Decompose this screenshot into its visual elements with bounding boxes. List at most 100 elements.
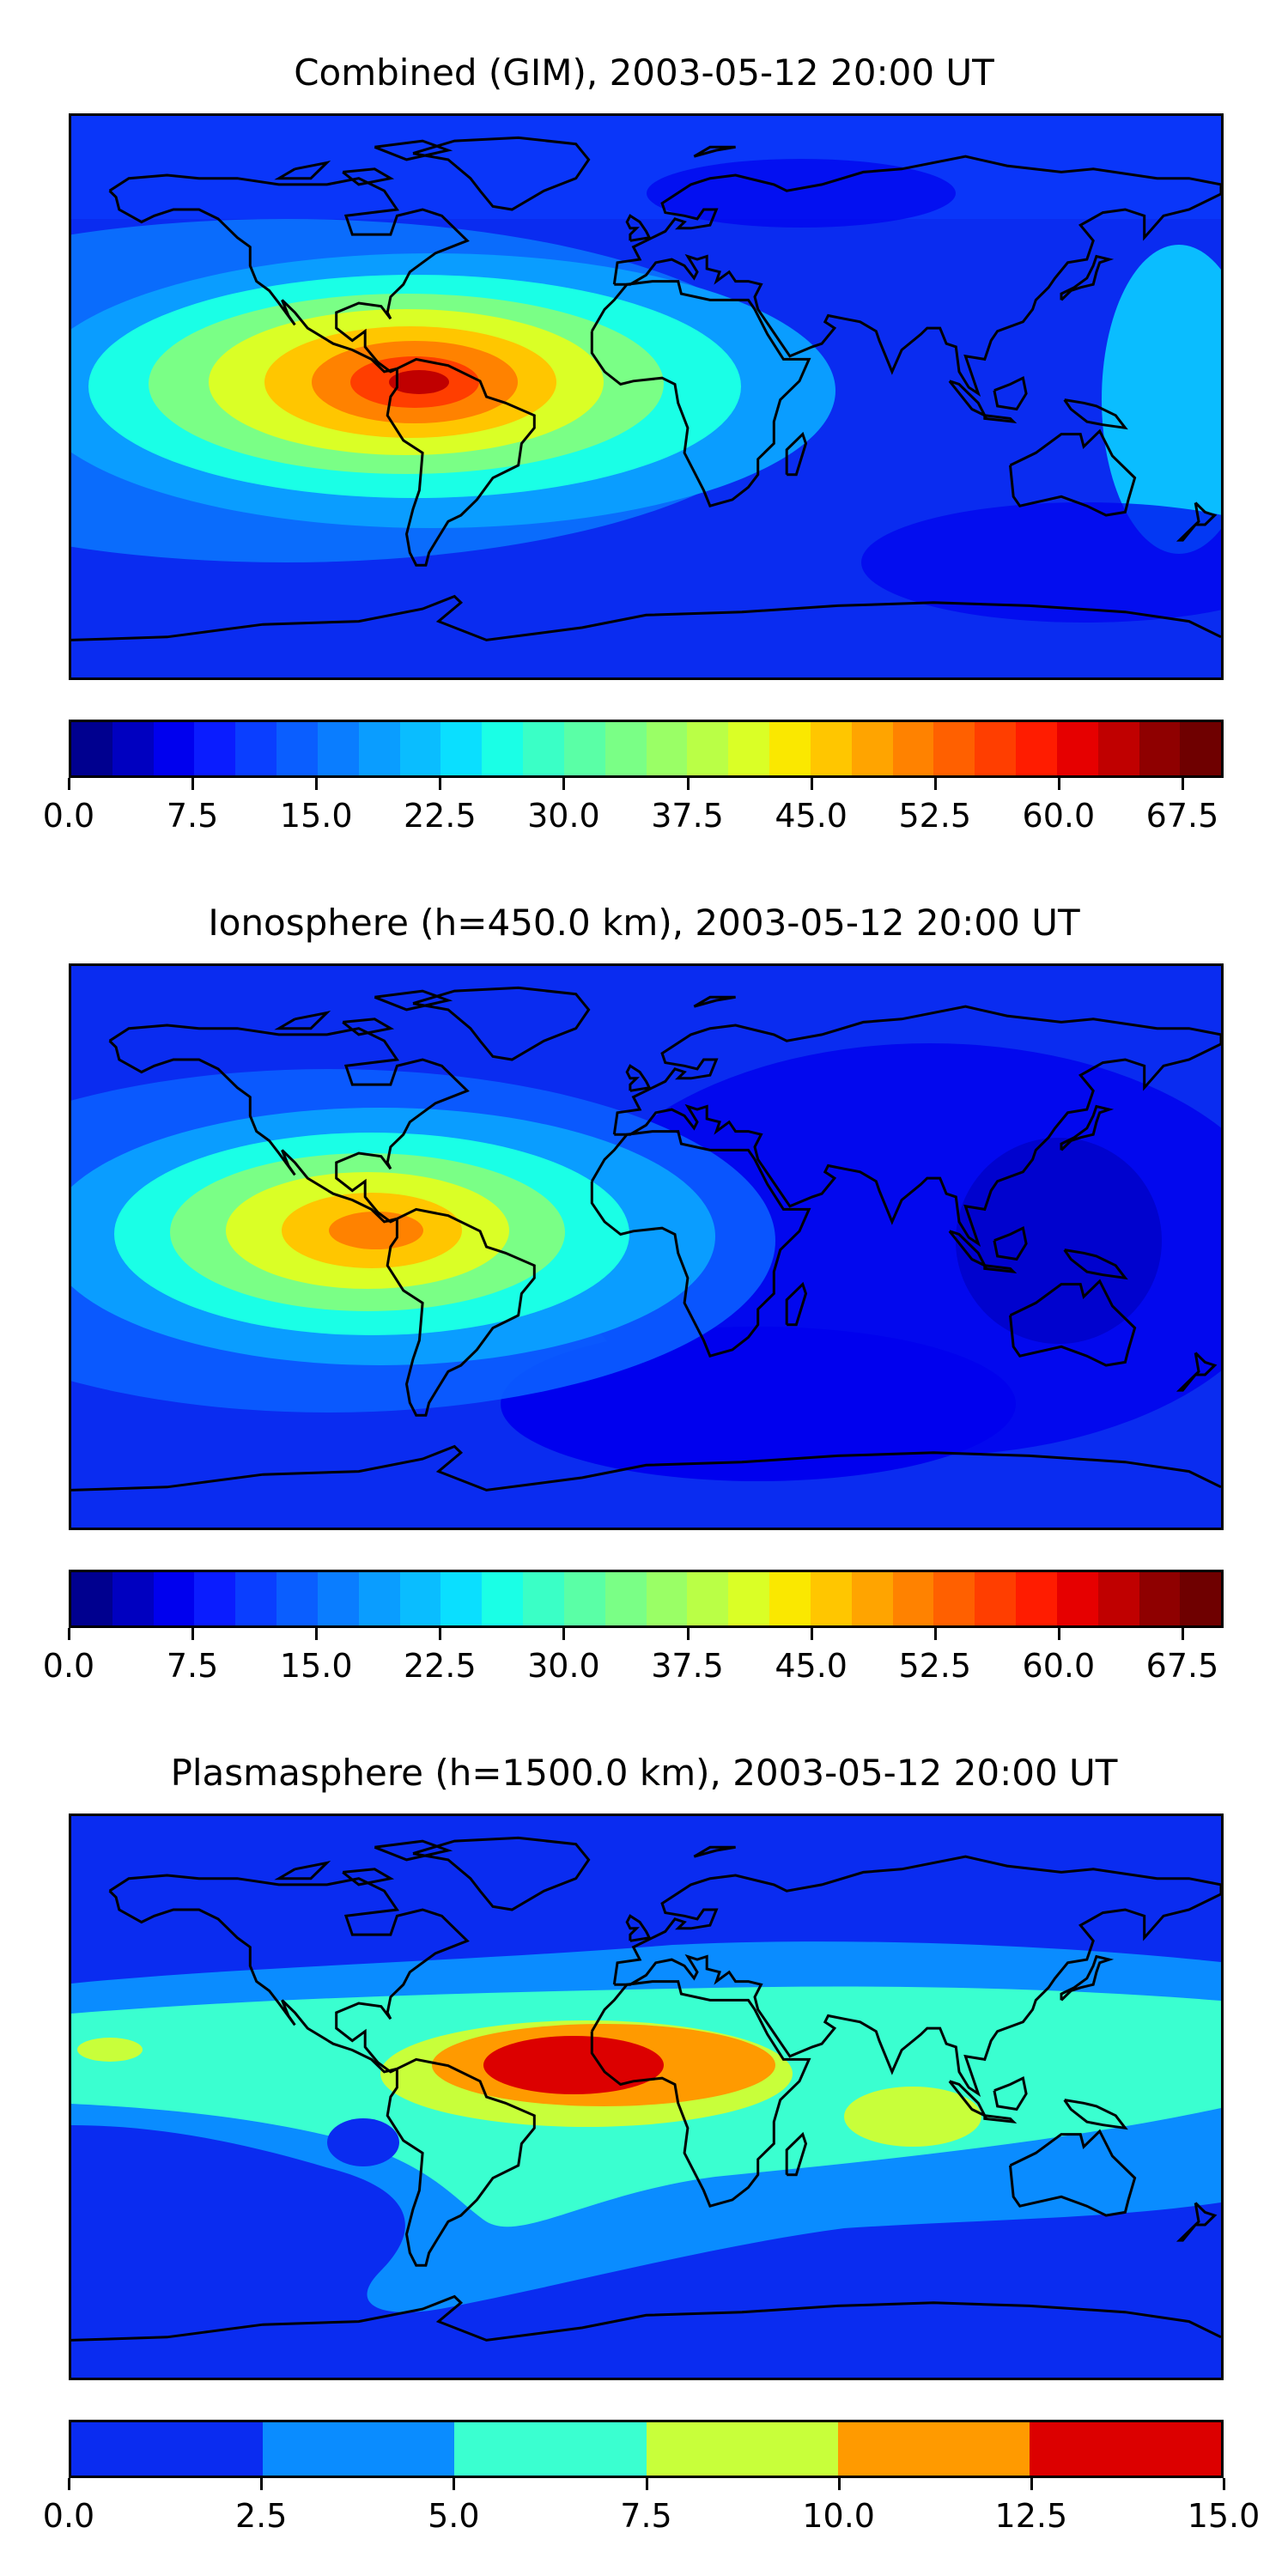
colorbar-segment bbox=[851, 722, 893, 775]
colorbar-segment bbox=[440, 1572, 483, 1625]
colorbar-segment bbox=[1029, 2422, 1222, 2476]
colorbar-segment bbox=[810, 722, 852, 775]
colorbar-tick-label: 45.0 bbox=[775, 797, 848, 835]
plasmasphere-colorbar bbox=[69, 2420, 1224, 2478]
colorbar-segment bbox=[1016, 1572, 1057, 1625]
coastline bbox=[1176, 501, 1218, 542]
coastline bbox=[993, 2075, 1028, 2111]
coastline bbox=[342, 1868, 395, 1886]
colorbar-segment bbox=[810, 1572, 852, 1625]
coastline bbox=[1060, 1104, 1115, 1151]
coastline bbox=[1060, 1954, 1115, 2002]
colorbar-tick-label: 0.0 bbox=[42, 2497, 95, 2535]
colorbar-tick-label: 30.0 bbox=[527, 797, 600, 835]
colorbar-segment bbox=[358, 722, 400, 775]
coastline bbox=[108, 1024, 470, 1224]
colorbar-segment bbox=[358, 1572, 400, 1625]
coastline bbox=[948, 2080, 988, 2119]
colorbar-segment bbox=[235, 722, 277, 775]
coastline bbox=[71, 594, 1221, 641]
coastline bbox=[785, 1281, 808, 1327]
coastline bbox=[590, 280, 811, 508]
colorbar-segment bbox=[605, 1572, 647, 1625]
colorbar-tick-label: 7.5 bbox=[620, 2497, 672, 2535]
coastline bbox=[1063, 398, 1128, 430]
colorbar-segment bbox=[1139, 722, 1181, 775]
ionosphere-colorbar bbox=[69, 1570, 1224, 1628]
coastline bbox=[71, 2294, 1221, 2342]
colorbar-tick bbox=[686, 778, 690, 790]
coastline bbox=[274, 161, 331, 180]
combined-colorbar bbox=[69, 720, 1224, 778]
colorbar-tick-label: 15.0 bbox=[1187, 2497, 1261, 2535]
colorbar-tick-label: 10.0 bbox=[802, 2497, 875, 2535]
colorbar-tick-label: 22.5 bbox=[404, 1647, 477, 1685]
colorbar-segment bbox=[1180, 722, 1222, 775]
colorbar-segment bbox=[563, 1572, 605, 1625]
colorbar-segment bbox=[440, 722, 483, 775]
colorbar-tick-label: 12.5 bbox=[994, 2497, 1068, 2535]
colorbar-tick bbox=[1181, 1628, 1184, 1640]
coastline bbox=[342, 167, 395, 186]
colorbar-segment bbox=[728, 722, 770, 775]
colorbar-tick bbox=[1057, 1628, 1060, 1640]
plasmasphere-map-title: Plasmasphere (h=1500.0 km), 2003-05-12 2… bbox=[170, 1752, 1118, 1794]
colorbar-segment bbox=[1016, 722, 1057, 775]
colorbar-tick bbox=[810, 1628, 813, 1640]
coastline bbox=[1063, 2099, 1128, 2130]
combined-tec-map-svg bbox=[71, 116, 1221, 677]
coastline bbox=[612, 155, 1221, 398]
colorbar-tick bbox=[933, 1628, 937, 1640]
colorbar-tick-label: 7.5 bbox=[166, 1647, 219, 1685]
colorbar-segment bbox=[769, 722, 811, 775]
colorbar-segment bbox=[235, 1572, 277, 1625]
ionosphere-tec-map bbox=[69, 963, 1224, 1530]
colorbar-tick-label: 60.0 bbox=[1022, 1647, 1096, 1685]
colorbar-segment bbox=[933, 722, 975, 775]
colorbar-segment bbox=[1097, 722, 1139, 775]
coastline bbox=[612, 1855, 1221, 2098]
colorbar-tick-label: 22.5 bbox=[404, 797, 477, 835]
coastline bbox=[108, 173, 470, 374]
coastline bbox=[785, 431, 808, 477]
colorbar-tick bbox=[453, 2478, 456, 2490]
coastline bbox=[785, 2131, 808, 2177]
colorbar-segment bbox=[1097, 1572, 1139, 1625]
colorbar-tick-label: 30.0 bbox=[527, 1647, 600, 1685]
colorbar-segment bbox=[71, 2422, 264, 2476]
colorbar-segment bbox=[482, 1572, 524, 1625]
colorbar-segment bbox=[153, 722, 195, 775]
plasmasphere-tec-map bbox=[69, 1814, 1224, 2380]
colorbar-segment bbox=[399, 722, 441, 775]
coastline bbox=[1009, 428, 1137, 517]
colorbar-tick-label: 52.5 bbox=[898, 1647, 972, 1685]
ionosphere-colorbar-ticks: 0.0 7.5 15.0 22.5 30.0 37.5 45.0 52.5 60.0 67.5 bbox=[43, 1628, 1224, 1685]
colorbar-segment bbox=[194, 1572, 236, 1625]
colorbar-segment bbox=[71, 722, 112, 775]
colorbar-tick bbox=[933, 778, 937, 790]
colorbar-tick-label: 15.0 bbox=[279, 797, 353, 835]
colorbar-segment bbox=[769, 1572, 811, 1625]
coastline bbox=[948, 1230, 988, 1269]
colorbar-tick bbox=[1030, 2478, 1033, 2490]
coastline bbox=[1176, 1352, 1218, 1392]
colorbar-segment bbox=[153, 1572, 195, 1625]
colorbar-segment bbox=[605, 722, 647, 775]
colorbar-segment bbox=[563, 722, 605, 775]
colorbar-segment bbox=[837, 2422, 1030, 2476]
coastline bbox=[386, 2057, 536, 2267]
colorbar-tick bbox=[645, 2478, 648, 2490]
colorbar-tick bbox=[1057, 778, 1060, 790]
coastline bbox=[1009, 2129, 1137, 2217]
coastline bbox=[993, 375, 1028, 411]
coastline bbox=[693, 1845, 736, 1858]
colorbar-tick-label: 37.5 bbox=[651, 797, 724, 835]
colorbar-segment bbox=[975, 722, 1017, 775]
plasmasphere-colorbar-ticks: 0.0 2.5 5.0 7.5 10.0 12.5 15.0 bbox=[43, 2478, 1260, 2535]
ionosphere-map-title: Ionosphere (h=450.0 km), 2003-05-12 20:0… bbox=[208, 902, 1080, 944]
colorbar-segment bbox=[1139, 1572, 1181, 1625]
colorbar-segment bbox=[687, 722, 729, 775]
colorbar-tick-label: 5.0 bbox=[428, 2497, 480, 2535]
colorbar-segment bbox=[892, 722, 934, 775]
colorbar-tick bbox=[837, 2478, 841, 2490]
